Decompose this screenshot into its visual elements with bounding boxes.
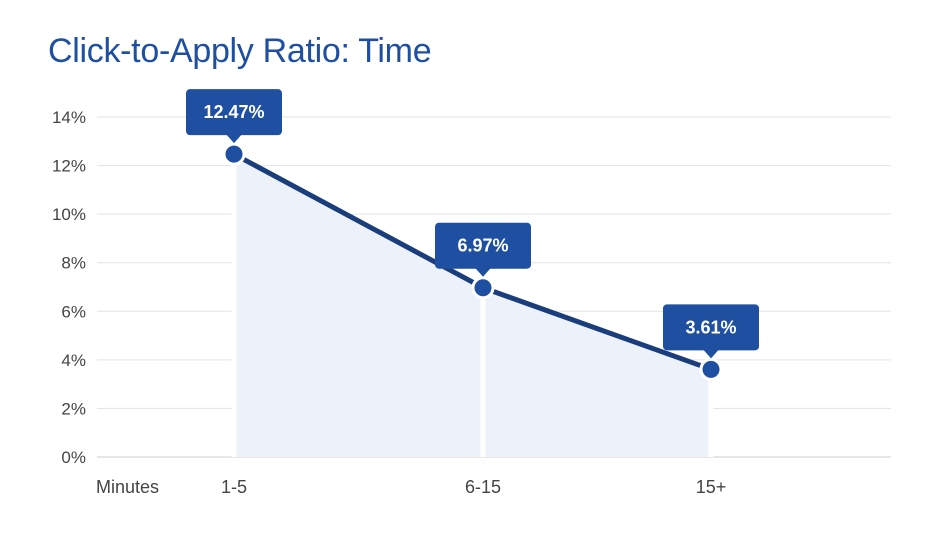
data-labels: 12.47% 6.97% 3.61% (186, 89, 759, 359)
area-fill (231, 154, 714, 457)
y-tick-label: 14% (52, 108, 86, 127)
y-tick-label: 8% (61, 254, 86, 273)
y-tick-label: 4% (61, 351, 86, 370)
y-tick-label: 12% (52, 157, 86, 176)
data-label-box (663, 304, 759, 351)
y-tick-label: 10% (52, 205, 86, 224)
x-axis-label: Minutes (96, 477, 159, 497)
data-label: 12.47% (203, 102, 264, 122)
data-label: 3.61% (685, 317, 736, 337)
axes: 0% 2% 4% 6% 8% 10% 12% 14% Minutes 1-5 6-15 15+ (52, 108, 726, 497)
line-segment (480, 285, 714, 372)
data-label-pointer (703, 349, 719, 359)
x-tick-label: 6-15 (465, 477, 501, 497)
data-markers (222, 142, 723, 381)
data-point (699, 357, 723, 381)
data-label-box (186, 89, 282, 136)
data-point (222, 142, 246, 166)
y-tick-label: 6% (61, 302, 86, 321)
y-tick-label: 0% (61, 448, 86, 467)
x-tick-label: 15+ (696, 477, 727, 497)
data-label-pointer (475, 267, 491, 277)
y-tick-label: 2% (61, 399, 86, 418)
chart-title: Click-to-Apply Ratio: Time (48, 32, 432, 70)
data-label: 6.97% (457, 236, 508, 256)
x-tick-label: 1-5 (221, 477, 247, 497)
data-point (471, 276, 495, 300)
area-under-line (234, 154, 711, 457)
data-label-pointer (226, 134, 242, 144)
data-label-box (435, 222, 531, 269)
